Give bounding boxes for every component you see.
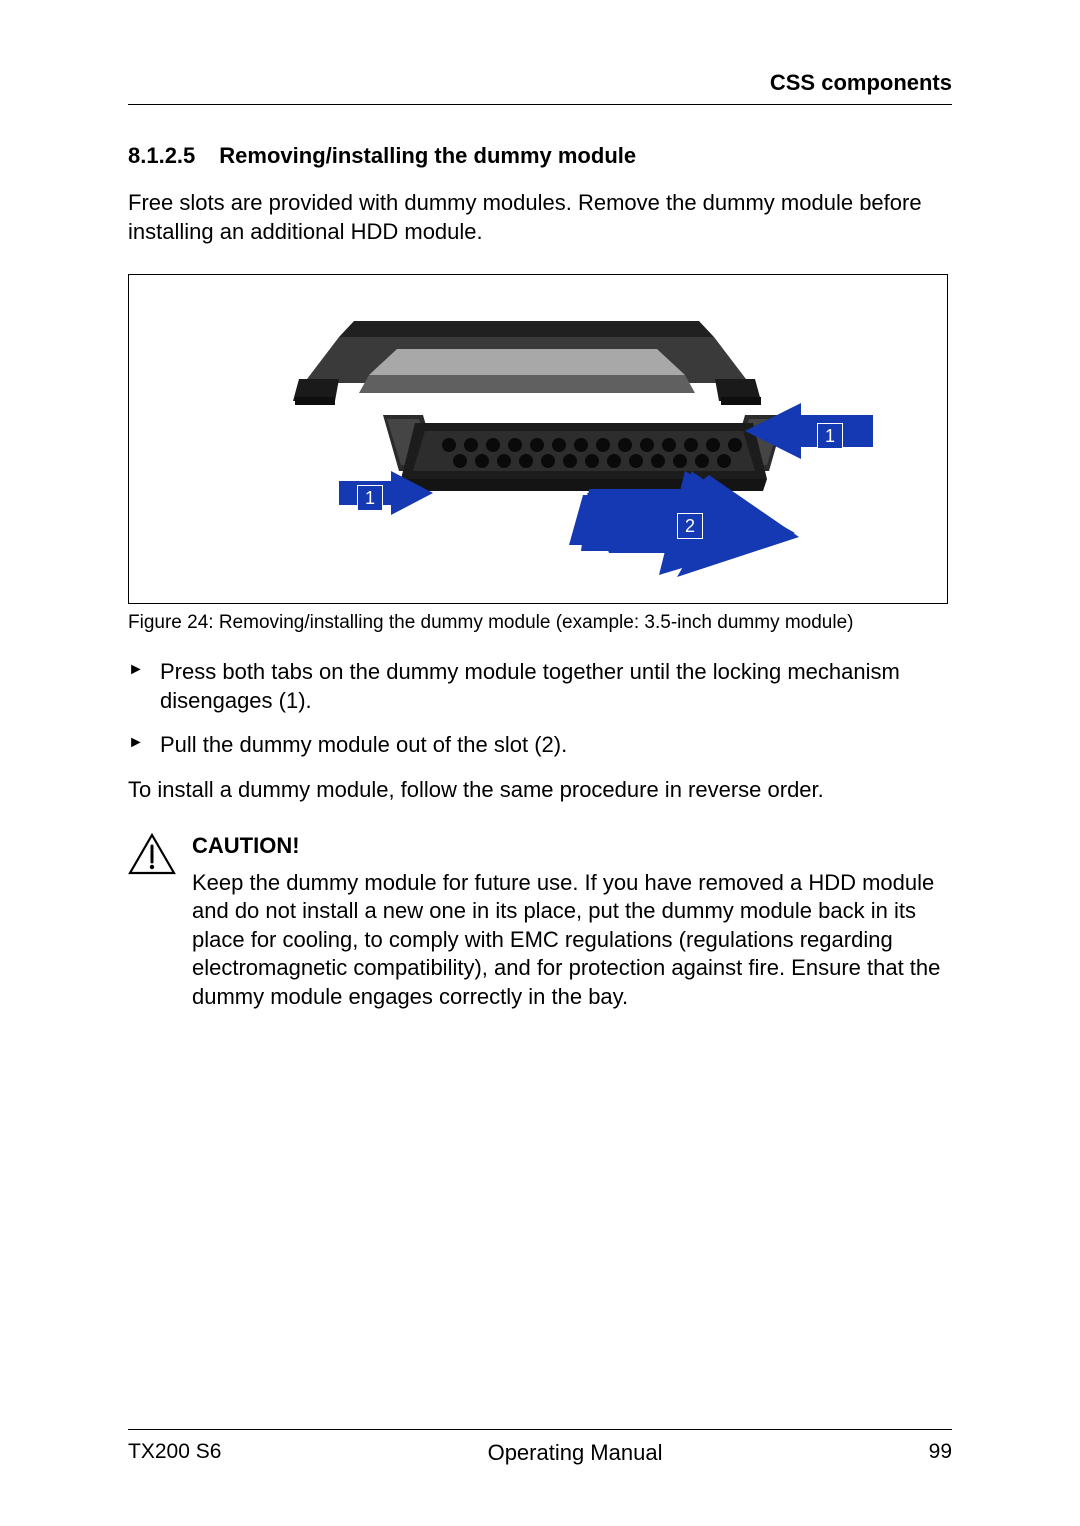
section-number: 8.1.2.5: [128, 143, 195, 168]
footer-center: Operating Manual: [488, 1440, 663, 1466]
callout-2: 2: [677, 513, 703, 539]
section-title: Removing/installing the dummy module: [219, 143, 636, 168]
footer-right: 99: [929, 1440, 952, 1466]
step-item: Pull the dummy module out of the slot (2…: [128, 731, 952, 760]
page-footer: TX200 S6 Operating Manual 99: [128, 1429, 952, 1466]
section-heading: 8.1.2.5 Removing/installing the dummy mod…: [128, 143, 952, 169]
figure-caption: Figure 24: Removing/installing the dummy…: [128, 612, 952, 634]
caution-title: CAUTION!: [192, 833, 952, 859]
callout-1-right: 1: [817, 423, 843, 449]
step-item: Press both tabs on the dummy module toge…: [128, 658, 952, 715]
callout-1-left: 1: [357, 485, 383, 511]
page-header-right: CSS components: [128, 70, 952, 105]
reverse-procedure-text: To install a dummy module, follow the sa…: [128, 776, 952, 805]
intro-paragraph: Free slots are provided with dummy modul…: [128, 189, 952, 246]
footer-left: TX200 S6: [128, 1440, 221, 1466]
caution-block: CAUTION! Keep the dummy module for futur…: [128, 833, 952, 1012]
caution-text: Keep the dummy module for future use. If…: [192, 869, 952, 1012]
caution-icon: [128, 833, 176, 877]
step-list: Press both tabs on the dummy module toge…: [128, 658, 952, 760]
figure-box: 1 1 2: [128, 274, 948, 604]
